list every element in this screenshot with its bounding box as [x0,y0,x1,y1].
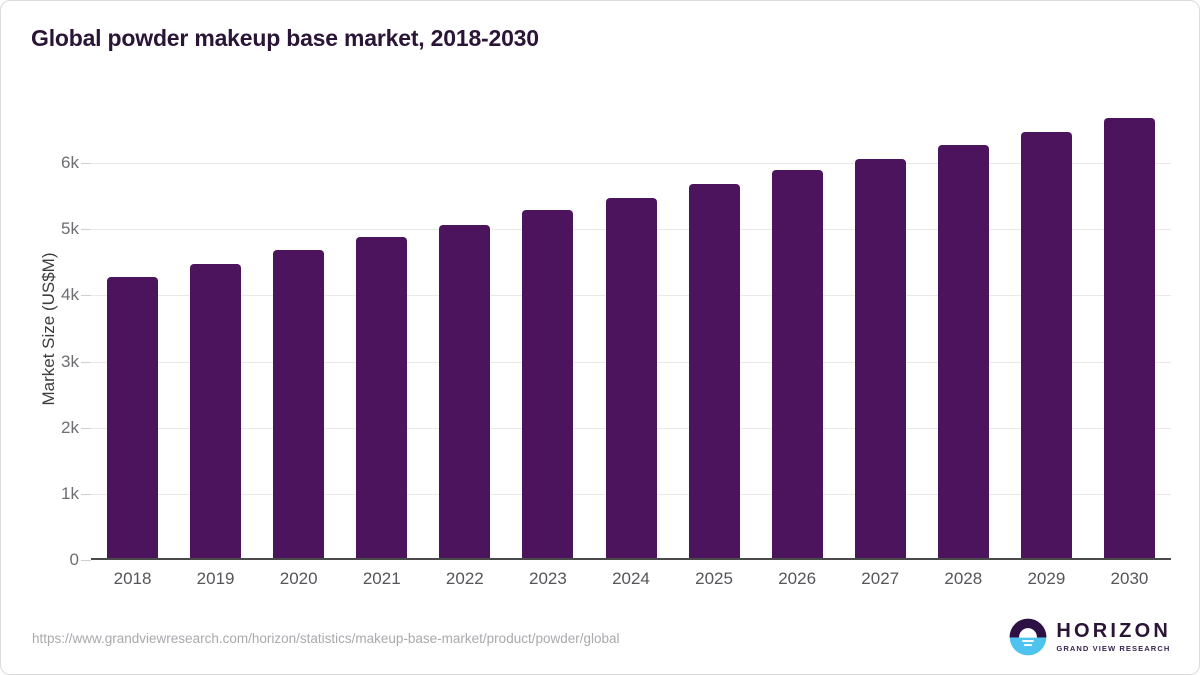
y-tick-label: 0 [69,550,79,569]
horizon-logo-text: HORIZON GRAND VIEW RESEARCH [1056,621,1171,653]
y-tick-label: 2k [61,417,79,437]
y-axis-title: Market Size (US$M) [39,251,58,406]
y-tick-mark [81,560,91,561]
x-tick-label: 2020 [279,569,318,588]
y-tick-mark [81,295,91,297]
bar[interactable] [356,237,408,560]
bars-layer: 2018 2019 2020 2021 2022 2023 2024 2025 2026 2027… [91,97,1171,588]
y-tick-label: 6k [61,153,79,173]
x-tick-label: 2027 [861,569,900,588]
y-tick-label: 3k [61,351,79,371]
horizon-logo-subtitle: GRAND VIEW RESEARCH [1056,644,1171,654]
y-tick-mark [81,229,91,231]
x-tick-label: 2030 [1110,569,1149,588]
bar[interactable] [190,263,242,560]
horizon-logo[interactable]: HORIZON GRAND VIEW RESEARCH [1009,618,1171,656]
y-tick-label: 1k [61,483,79,503]
bar[interactable] [439,224,491,560]
bar[interactable] [273,250,325,560]
x-tick-label: 2024 [612,569,650,588]
bar[interactable] [771,170,823,560]
x-tick-label: 2026 [778,569,817,588]
y-tick-mark [81,493,91,495]
x-tick-label: 2018 [113,569,152,588]
horizon-logo-title: HORIZON [1056,620,1171,643]
y-tick-label: 5k [61,219,79,239]
y-tick-label: 4k [61,285,79,305]
x-tick-label: 2029 [1027,569,1066,588]
source-url[interactable]: https://www.grandviewresearch.com/horizo… [32,631,620,646]
y-tick-mark [81,427,91,429]
chart-title: Global powder makeup base market, 2018-2… [31,25,539,51]
y-tick-mark [81,361,91,363]
x-tick-label: 2022 [445,569,484,588]
gridline [91,163,1171,165]
x-tick-label: 2025 [695,569,733,588]
x-axis-line [91,558,1171,560]
bar[interactable] [688,183,740,560]
x-tick-label: 2021 [362,569,401,588]
horizon-logo-icon [1009,618,1047,656]
bar[interactable] [107,276,159,560]
plot-area: 0 1k 2k 3k 4k 5k 6k 2018 2019 2020 2021 2022 2023 20… [61,97,1171,588]
bar[interactable] [937,144,989,560]
bar[interactable] [605,197,657,560]
bar[interactable] [854,159,906,560]
x-tick-label: 2023 [528,569,567,588]
x-tick-label: 2028 [944,569,983,588]
x-tick-label: 2019 [196,569,235,588]
bar[interactable] [522,210,574,560]
bar[interactable] [1103,118,1155,560]
bar[interactable] [1020,132,1072,560]
y-tick-mark [81,163,91,165]
